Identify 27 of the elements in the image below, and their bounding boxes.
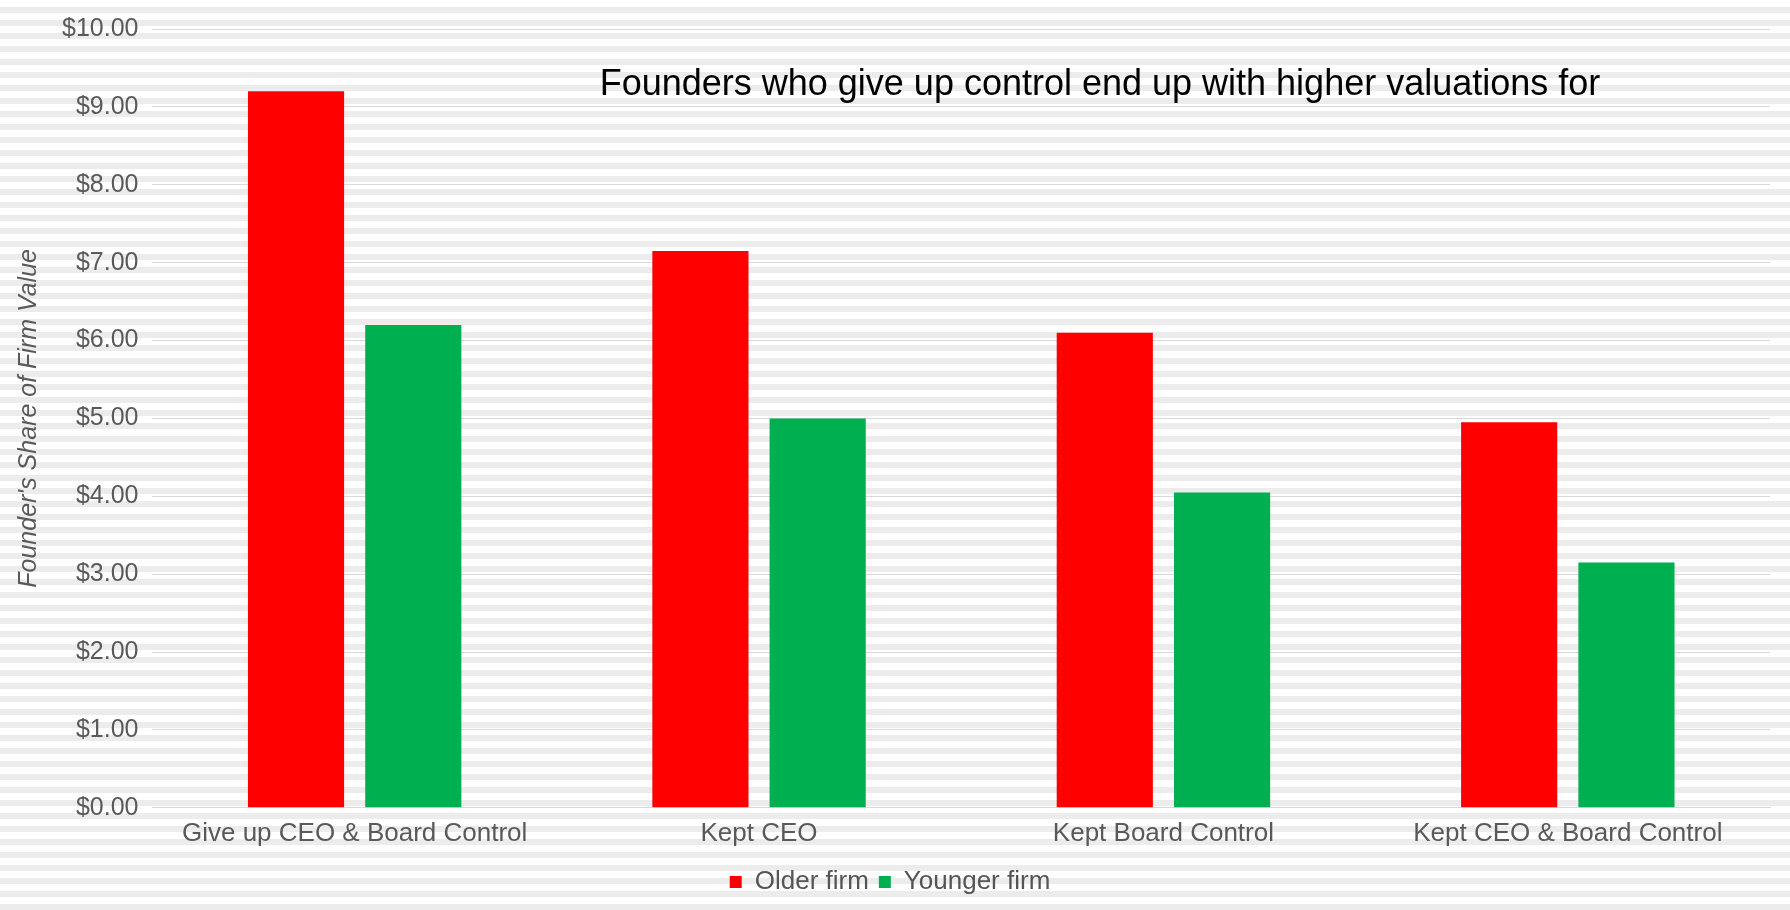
y-tick-label: $3.00 (75, 558, 139, 587)
x-tick-label: Kept CEO (700, 816, 818, 847)
bar (247, 91, 345, 808)
y-tick-label: $10.00 (62, 12, 139, 41)
legend-label: Older firm (754, 865, 869, 896)
bar (365, 324, 462, 808)
y-tick-label: $6.00 (75, 324, 139, 353)
x-tick-label: Kept CEO & Board Control (1413, 816, 1723, 847)
bar (1056, 332, 1153, 808)
y-axis-title: Founder's Share of Firm Value (12, 249, 41, 588)
y-tick-label: $2.00 (75, 635, 139, 664)
legend-label: Younger firm (903, 865, 1051, 896)
y-tick-label: $8.00 (75, 168, 139, 197)
text: Founders who give up control end up with higher valuations for (599, 62, 1601, 104)
y-tick-label: $0.00 (75, 791, 139, 820)
x-tick-label: Give up CEO & Board Control (181, 816, 528, 847)
y-tick-label: $5.00 (75, 402, 139, 431)
y-tick-label: $4.00 (75, 480, 139, 509)
bar (652, 250, 749, 808)
x-tick-label: Kept Board Control (1052, 816, 1274, 847)
y-tick-label: $9.00 (75, 90, 139, 119)
bar (769, 418, 866, 808)
bar (1578, 562, 1675, 808)
y-tick-label: $7.00 (75, 246, 139, 275)
bar (1461, 422, 1558, 808)
y-tick-label: $1.00 (75, 713, 139, 742)
bar (1173, 492, 1271, 808)
